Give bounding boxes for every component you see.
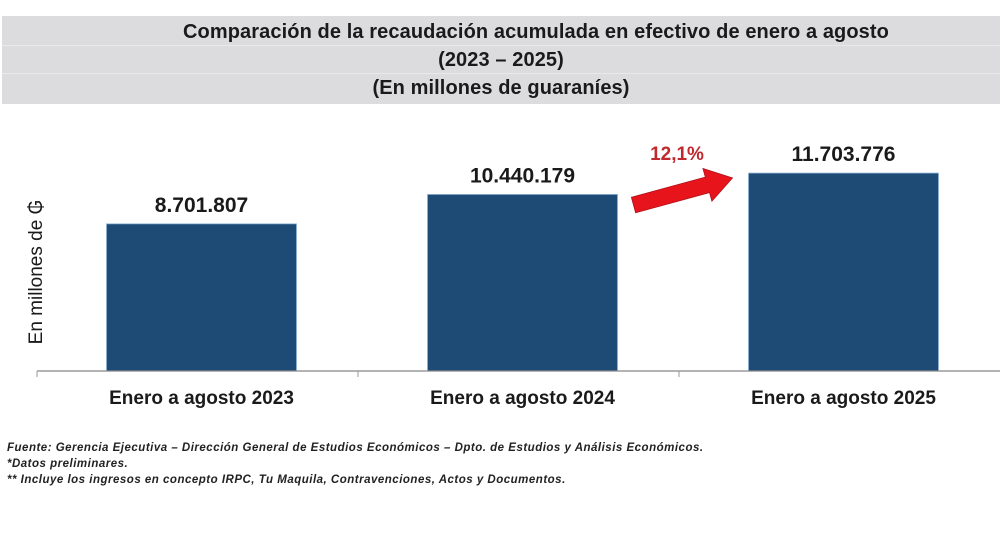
data-label: 10.440.179 [470,164,575,187]
growth-arrow-icon [630,167,734,214]
growth-percentage-label: 12,1% [650,144,704,165]
bar-1 [106,223,297,372]
chart-subtitle-years: (2023 – 2025) [438,49,564,71]
bar-chart: En millones de ₲ Enero a agosto 2023 Ener… [26,143,1000,409]
footnote-includes: ** Incluye los ingresos en concepto IRPC… [7,474,566,486]
y-axis-label: En millones de ₲ [26,200,47,345]
footnote-source: Fuente: Gerencia Ejecutiva – Dirección G… [7,442,704,454]
banner-divider [2,45,1000,46]
x-tick-label: Enero a agosto 2024 [430,388,615,409]
footnote-preliminary: *Datos preliminares. [7,458,129,470]
title-banner: Comparación de la recaudación acumulada … [2,16,1000,104]
data-label: 8.701.807 [155,194,248,217]
chart-title: Comparación de la recaudación acumulada … [182,21,889,43]
bar-3 [748,172,939,372]
footnotes: Fuente: Gerencia Ejecutiva – Dirección G… [7,440,704,488]
bar-2 [427,194,618,372]
data-label: 11.703.776 [792,143,896,166]
x-tick-label: Enero a agosto 2025 [751,388,936,409]
x-tick-label: Enero a agosto 2023 [109,388,294,409]
banner-divider [2,73,1000,74]
chart-subtitle-units: (En millones de guaraníes) [372,77,630,99]
